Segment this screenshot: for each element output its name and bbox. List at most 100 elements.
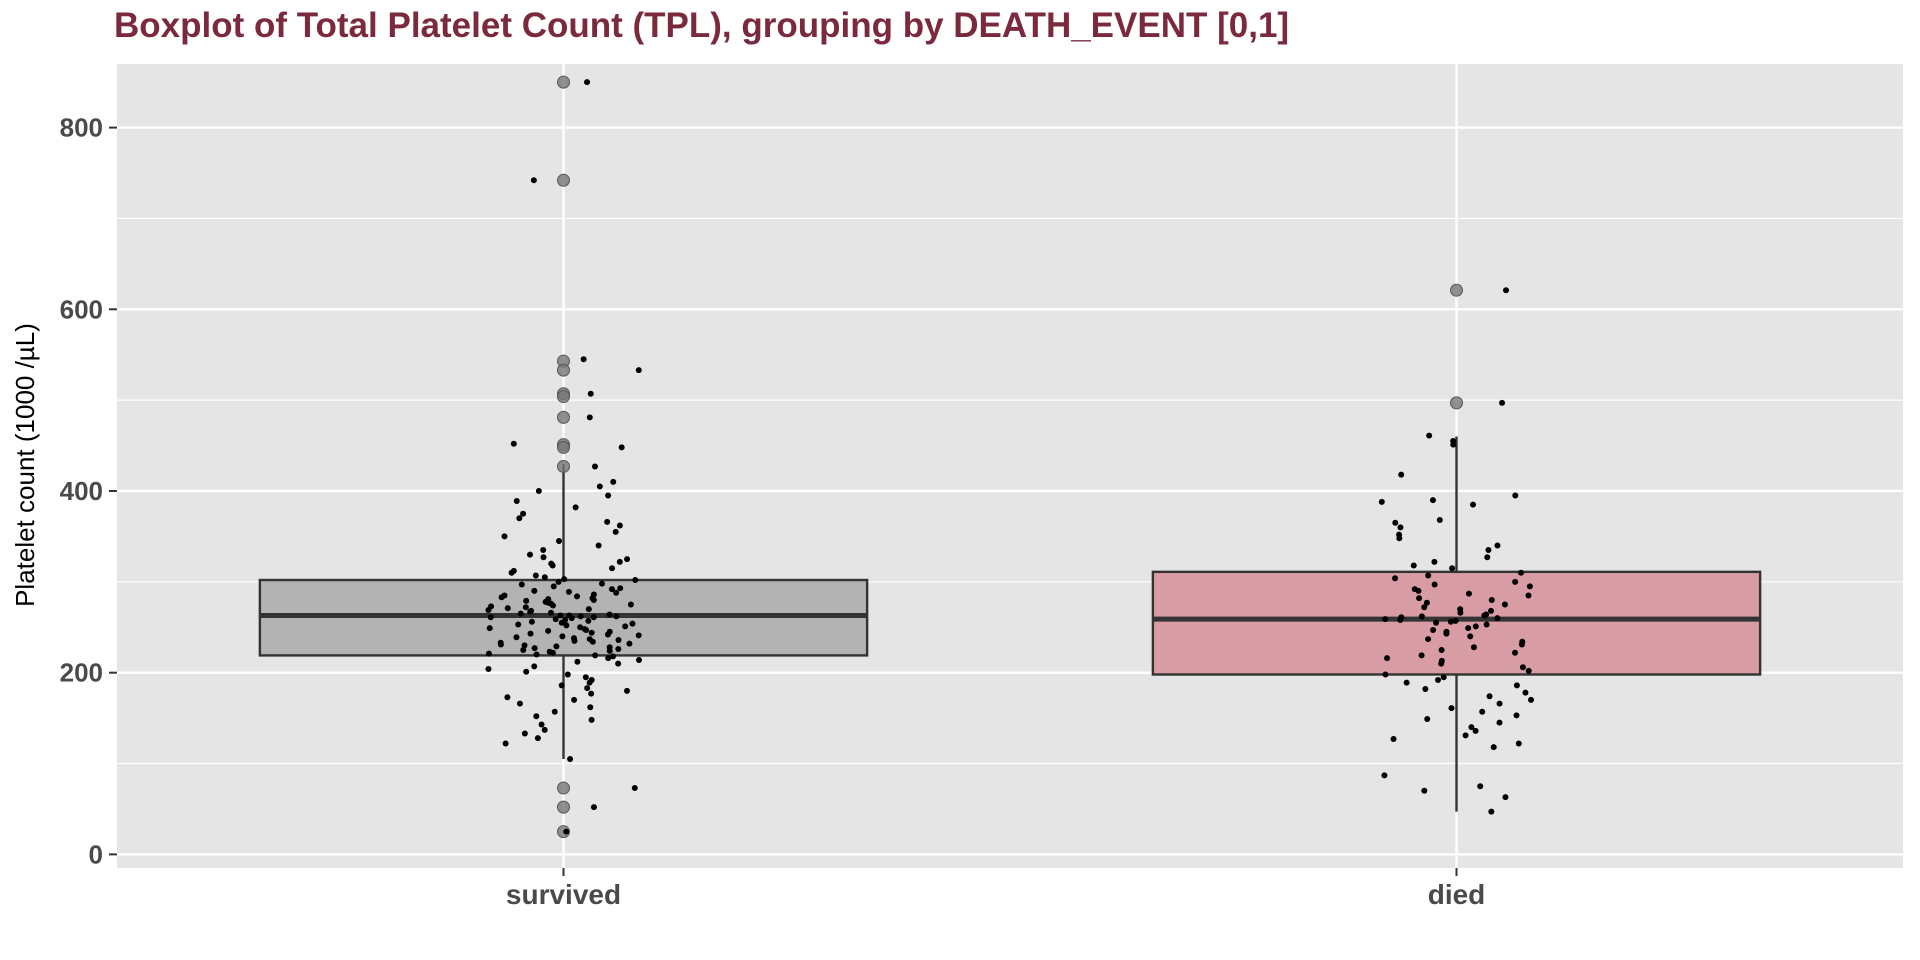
jitter-point: [540, 554, 547, 561]
jitter-point: [498, 594, 505, 601]
jitter-point: [1426, 432, 1433, 439]
jitter-point: [1512, 578, 1519, 585]
jitter-point: [502, 740, 509, 747]
jitter-point: [1431, 558, 1438, 565]
jitter-point: [1503, 287, 1510, 294]
jitter-point: [585, 617, 592, 624]
jitter-point: [605, 492, 612, 499]
jitter-point: [1488, 597, 1495, 603]
jitter-point: [574, 658, 581, 665]
jitter-point: [588, 716, 595, 723]
x-tick-label: died: [1428, 879, 1486, 910]
jitter-point: [613, 589, 620, 596]
outlier-point: [557, 173, 570, 187]
jitter-point: [1470, 501, 1477, 508]
jitter-point: [1513, 712, 1520, 719]
jitter-point: [1418, 652, 1425, 659]
jitter-point: [574, 593, 581, 600]
jitter-point: [1465, 590, 1472, 597]
jitter-point: [626, 640, 633, 647]
jitter-point: [534, 735, 541, 742]
jitter-point: [497, 641, 504, 648]
jitter-point: [1382, 616, 1389, 623]
jitter-point: [550, 583, 557, 590]
jitter-point: [1447, 618, 1454, 625]
outlier-point: [1450, 283, 1463, 297]
jitter-point: [513, 497, 520, 504]
jitter-point: [523, 668, 530, 675]
jitter-point: [586, 414, 593, 421]
jitter-point: [610, 478, 617, 485]
jitter-point: [1496, 719, 1503, 726]
jitter-point: [590, 614, 597, 621]
jitter-point: [595, 542, 602, 549]
jitter-point: [531, 587, 538, 594]
jitter-point: [516, 700, 523, 707]
jitter-point: [549, 649, 556, 656]
jitter-point: [612, 528, 619, 535]
jitter-point: [580, 356, 587, 363]
jitter-point: [557, 612, 564, 619]
jitter-point: [583, 626, 590, 633]
jitter-point: [572, 504, 579, 511]
jitter-point: [567, 755, 574, 762]
jitter-point: [487, 614, 494, 621]
jitter-point: [556, 537, 563, 544]
jitter-point: [553, 643, 560, 650]
jitter-point: [1423, 599, 1430, 606]
jitter-point: [606, 611, 613, 618]
jitter-point: [1397, 524, 1404, 531]
jitter-point: [1490, 744, 1497, 751]
jitter-point: [615, 646, 622, 653]
jitter-point: [526, 551, 533, 558]
jitter-point: [606, 647, 613, 654]
jitter-point: [596, 483, 603, 490]
jitter-point: [533, 713, 540, 720]
jitter-point: [618, 444, 625, 451]
jitter-point: [615, 636, 622, 643]
jitter-point: [1472, 727, 1479, 734]
jitter-point: [587, 704, 594, 711]
chart-title: Boxplot of Total Platelet Count (TPL), g…: [114, 6, 1290, 45]
jitter-point: [591, 463, 598, 470]
jitter-point: [1518, 641, 1525, 648]
jitter-point: [1488, 607, 1495, 614]
jitter-point: [1526, 583, 1533, 590]
jitter-point: [1512, 649, 1519, 656]
jitter-point: [617, 585, 624, 592]
jitter-point: [584, 685, 591, 692]
jitter-point: [1403, 679, 1410, 686]
jitter-point: [561, 576, 568, 583]
jitter-point: [545, 627, 552, 634]
jitter-point: [518, 581, 525, 588]
jitter-point: [615, 660, 622, 667]
jitter-point: [1494, 542, 1501, 549]
jitter-point: [1501, 601, 1508, 608]
jitter-point: [558, 619, 565, 626]
jitter-point: [530, 177, 537, 184]
jitter-point: [629, 620, 636, 627]
jitter-point: [589, 638, 596, 645]
y-tick-label: 800: [60, 113, 103, 143]
jitter-point: [590, 804, 597, 811]
y-tick-label: 0: [89, 839, 103, 869]
outlier-point: [557, 459, 570, 473]
jitter-point: [582, 674, 589, 681]
jitter-point: [1488, 808, 1495, 815]
jitter-point: [584, 79, 591, 86]
jitter-point: [622, 623, 629, 630]
axes: 0 200 400 600 800 survived died: [60, 113, 1486, 910]
plot-panel: [117, 64, 1903, 868]
jitter-point: [1416, 595, 1423, 602]
jitter-point: [541, 574, 548, 581]
jitter-point: [485, 666, 492, 673]
jitter-point: [604, 631, 611, 638]
jitter-point: [605, 655, 612, 662]
jitter-point: [515, 621, 522, 628]
jitter-point: [623, 687, 630, 694]
jitter-point: [1422, 686, 1429, 693]
jitter-point: [1449, 565, 1456, 572]
jitter-point: [1421, 604, 1428, 611]
x-tick-label: survived: [506, 879, 621, 910]
jitter-point: [1396, 535, 1403, 542]
